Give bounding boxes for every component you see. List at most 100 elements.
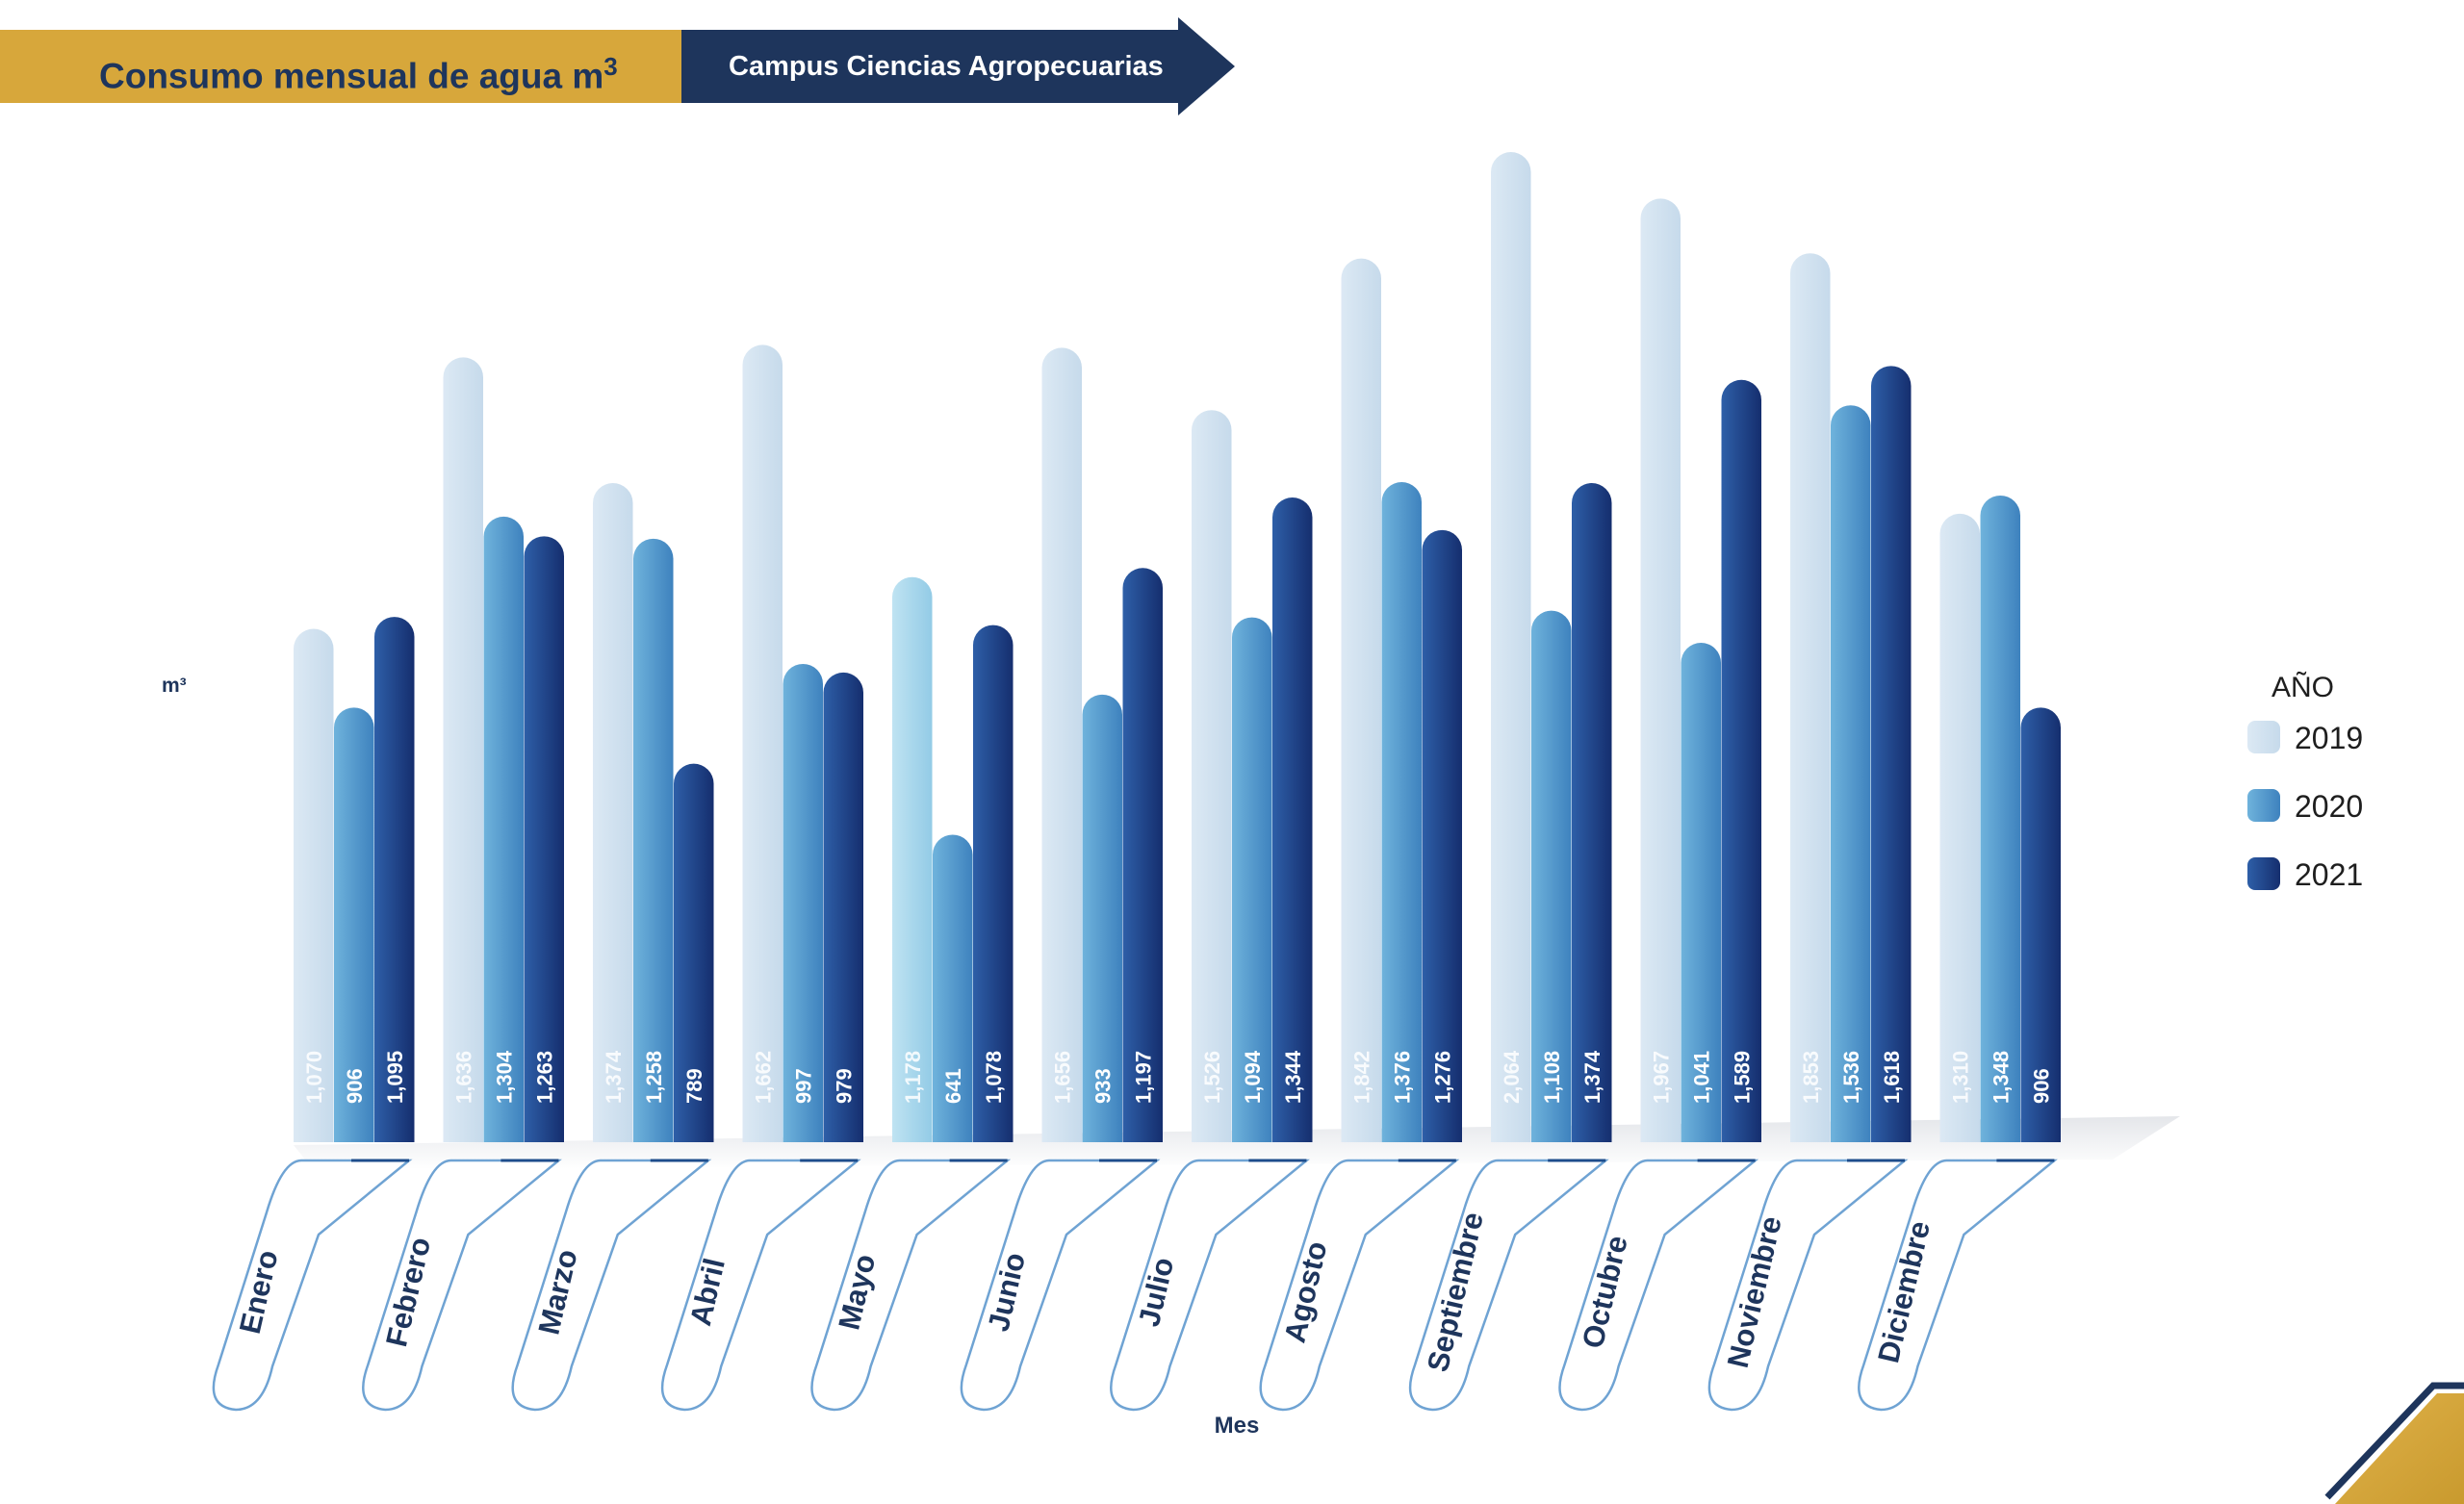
bar-julio-2019	[1192, 410, 1232, 1142]
data-label-agosto-2020: 1,376	[1390, 1051, 1414, 1104]
bar-mayo-2021	[973, 625, 1014, 1142]
bar-junio-2019	[1041, 347, 1082, 1142]
bar-group-agosto: 1,842 1,376 1,276	[1341, 258, 1462, 1142]
month-tab-noviembre	[1707, 1159, 1909, 1412]
data-label-abril-2019: 1,662	[751, 1051, 775, 1104]
legend-label-2019: 2019	[2295, 721, 2363, 755]
data-label-septiembre-2019: 2,064	[1500, 1050, 1524, 1104]
legend-swatch-2021	[2247, 857, 2280, 890]
bar-group-abril: 1,662 997 979	[742, 344, 863, 1142]
legend: AÑO 2019 2020 2021	[2247, 671, 2363, 892]
chart-title: Consumo mensual de agua m3	[99, 52, 618, 96]
month-tab-enero	[212, 1159, 413, 1412]
data-label-febrero-2021: 1,263	[532, 1051, 556, 1104]
legend-title: AÑO	[2272, 671, 2334, 703]
bar-septiembre-2020	[1531, 610, 1572, 1142]
data-label-febrero-2020: 1,304	[492, 1050, 516, 1104]
bar-agosto-2021	[1422, 529, 1462, 1142]
bar-diciembre-2019	[1939, 513, 1980, 1142]
bar-agosto-2020	[1381, 481, 1422, 1142]
bar-julio-2021	[1272, 497, 1313, 1142]
data-label-diciembre-2019: 1,310	[1948, 1051, 1972, 1104]
title-band	[0, 30, 681, 103]
month-tab-septiembre	[1408, 1159, 1609, 1412]
bar-febrero-2020	[483, 516, 524, 1142]
bar-enero-2021	[374, 617, 415, 1142]
corner-decoration-outline	[2324, 1382, 2464, 1500]
bar-marzo-2020	[633, 538, 674, 1142]
data-label-octubre-2020: 1,041	[1689, 1051, 1713, 1104]
bar-octubre-2019	[1640, 198, 1681, 1142]
bar-febrero-2019	[443, 357, 483, 1142]
data-label-marzo-2019: 1,374	[602, 1050, 626, 1104]
chart-subtitle: Campus Ciencias Agropecuarias	[729, 51, 1164, 82]
bar-abril-2021	[823, 672, 863, 1142]
month-tab-junio	[960, 1159, 1161, 1412]
data-label-julio-2021: 1,344	[1281, 1050, 1305, 1104]
bar-noviembre-2021	[1871, 366, 1912, 1142]
bar-enero-2019	[294, 628, 334, 1142]
month-tab-agosto	[1259, 1159, 1460, 1412]
legend-label-2021: 2021	[2295, 857, 2363, 892]
data-label-agosto-2019: 1,842	[1349, 1051, 1373, 1104]
data-label-junio-2019: 1,656	[1050, 1051, 1074, 1104]
bar-abril-2020	[783, 663, 823, 1142]
bar-enero-2020	[334, 707, 374, 1142]
y-axis-label: m³	[162, 675, 187, 697]
data-label-abril-2020: 997	[791, 1068, 815, 1104]
data-label-noviembre-2020: 1,536	[1839, 1051, 1863, 1104]
month-tab-abril	[660, 1159, 861, 1412]
month-tab-mayo	[810, 1159, 1012, 1412]
bar-mayo-2019	[892, 576, 933, 1142]
month-tab-marzo	[511, 1159, 712, 1412]
bar-noviembre-2019	[1790, 253, 1831, 1142]
bar-group-noviembre: 1,853 1,536 1,618	[1790, 253, 1912, 1142]
bar-mayo-2020	[933, 834, 973, 1142]
bar-octubre-2021	[1721, 379, 1761, 1143]
bar-marzo-2021	[674, 763, 714, 1142]
bar-group-enero: 1,070 906 1,095	[294, 617, 415, 1142]
data-label-diciembre-2021: 906	[2029, 1068, 2053, 1104]
data-label-septiembre-2020: 1,108	[1540, 1051, 1564, 1104]
bar-group-mayo: 1,178 641 1,078	[892, 576, 1014, 1142]
bar-agosto-2019	[1341, 258, 1381, 1142]
data-label-noviembre-2019: 1,853	[1799, 1051, 1823, 1104]
bar-group-febrero: 1,636 1,304 1,263	[443, 357, 564, 1142]
bar-group-septiembre: 2,064 1,108 1,374	[1491, 151, 1612, 1142]
bar-febrero-2021	[524, 536, 564, 1142]
data-label-enero-2020: 906	[343, 1068, 367, 1104]
bar-octubre-2020	[1681, 643, 1721, 1142]
data-label-julio-2020: 1,094	[1241, 1050, 1265, 1104]
x-axis-label: Mes	[1215, 1413, 1260, 1439]
data-label-marzo-2020: 1,258	[642, 1051, 666, 1104]
bar-julio-2020	[1232, 617, 1272, 1142]
legend-label-2020: 2020	[2295, 789, 2363, 824]
month-tab-diciembre	[1858, 1159, 2058, 1412]
data-label-mayo-2019: 1,178	[901, 1051, 925, 1104]
legend-swatch-2019	[2247, 721, 2280, 753]
month-tab-febrero	[362, 1159, 562, 1412]
data-label-octubre-2019: 1,967	[1649, 1051, 1673, 1104]
data-label-septiembre-2021: 1,374	[1580, 1050, 1604, 1104]
data-label-febrero-2019: 1,636	[451, 1051, 475, 1104]
bar-noviembre-2020	[1831, 405, 1871, 1142]
month-tab-julio	[1110, 1159, 1310, 1412]
data-label-enero-2019: 1,070	[302, 1051, 326, 1104]
data-label-julio-2019: 1,526	[1200, 1051, 1224, 1104]
data-label-mayo-2020: 641	[941, 1068, 965, 1104]
bar-diciembre-2020	[1980, 495, 2020, 1142]
data-label-octubre-2021: 1,589	[1730, 1051, 1754, 1104]
data-label-marzo-2021: 789	[682, 1068, 706, 1104]
corner-decoration	[2335, 1393, 2464, 1504]
bar-junio-2020	[1082, 694, 1122, 1142]
bar-junio-2021	[1122, 568, 1163, 1142]
bar-marzo-2019	[593, 482, 633, 1142]
bar-diciembre-2021	[2020, 707, 2061, 1142]
bar-group-marzo: 1,374 1,258 789	[593, 482, 714, 1142]
legend-swatch-2020	[2247, 789, 2280, 822]
bar-group-diciembre: 1,310 1,348 906	[1939, 495, 2061, 1142]
data-label-junio-2021: 1,197	[1131, 1051, 1155, 1104]
bar-group-octubre: 1,967 1,041 1,589	[1640, 198, 1761, 1143]
bar-group-junio: 1,656 933 1,197	[1041, 347, 1163, 1142]
